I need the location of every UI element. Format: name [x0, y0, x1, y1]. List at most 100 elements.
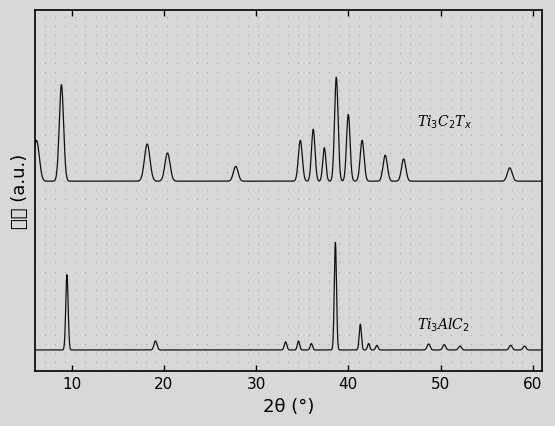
- Point: [517, 42, 526, 49]
- Point: [71, 259, 80, 266]
- Point: [507, 115, 516, 121]
- Point: [60, 115, 69, 121]
- Point: [30, 232, 39, 239]
- Point: [355, 105, 364, 112]
- Point: [284, 214, 293, 221]
- Point: [375, 141, 384, 148]
- Point: [335, 160, 344, 167]
- Point: [203, 287, 211, 294]
- Point: [274, 132, 282, 139]
- Point: [101, 314, 110, 321]
- Point: [233, 359, 242, 366]
- Point: [30, 187, 39, 194]
- Point: [254, 332, 263, 339]
- Point: [193, 250, 201, 257]
- Point: [71, 223, 80, 230]
- Point: [243, 60, 252, 67]
- Point: [132, 96, 140, 103]
- Point: [487, 141, 496, 148]
- Point: [223, 60, 232, 67]
- Point: [314, 359, 323, 366]
- Point: [51, 305, 59, 311]
- Point: [213, 151, 222, 158]
- Point: [426, 124, 435, 130]
- Point: [243, 305, 252, 311]
- Point: [41, 287, 49, 294]
- Point: [406, 160, 415, 167]
- Point: [355, 368, 364, 375]
- Point: [41, 42, 49, 49]
- Point: [416, 368, 425, 375]
- Point: [538, 178, 547, 184]
- Point: [396, 24, 405, 31]
- Point: [51, 33, 59, 40]
- Point: [527, 196, 536, 203]
- Point: [517, 60, 526, 67]
- Point: [335, 124, 344, 130]
- Point: [71, 268, 80, 275]
- Point: [426, 241, 435, 248]
- Point: [517, 205, 526, 212]
- Point: [345, 14, 354, 21]
- Point: [142, 259, 151, 266]
- Point: [375, 332, 384, 339]
- Point: [183, 14, 191, 21]
- Point: [436, 42, 445, 49]
- Point: [152, 6, 161, 12]
- Point: [112, 105, 120, 112]
- Point: [517, 305, 526, 311]
- Point: [436, 187, 445, 194]
- Point: [538, 232, 547, 239]
- Point: [284, 78, 293, 85]
- Point: [172, 305, 181, 311]
- Point: [243, 178, 252, 184]
- Point: [132, 287, 140, 294]
- Point: [497, 250, 506, 257]
- Point: [497, 341, 506, 348]
- Point: [365, 14, 374, 21]
- Point: [193, 232, 201, 239]
- Point: [375, 278, 384, 285]
- Point: [396, 14, 405, 21]
- Point: [30, 196, 39, 203]
- Point: [132, 187, 140, 194]
- Point: [264, 78, 273, 85]
- Point: [81, 359, 90, 366]
- Point: [325, 250, 334, 257]
- Point: [91, 87, 100, 94]
- Point: [112, 178, 120, 184]
- Point: [375, 69, 384, 76]
- Point: [304, 314, 313, 321]
- Point: [355, 151, 364, 158]
- Point: [172, 287, 181, 294]
- Point: [507, 296, 516, 302]
- Point: [274, 296, 282, 302]
- Point: [172, 205, 181, 212]
- Point: [30, 241, 39, 248]
- Point: [396, 96, 405, 103]
- Point: [41, 6, 49, 12]
- Point: [132, 223, 140, 230]
- Point: [203, 151, 211, 158]
- Point: [477, 341, 486, 348]
- Point: [254, 169, 263, 176]
- Point: [446, 205, 455, 212]
- Point: [41, 332, 49, 339]
- Point: [152, 341, 161, 348]
- Point: [51, 87, 59, 94]
- Point: [193, 132, 201, 139]
- Point: [213, 205, 222, 212]
- Point: [355, 350, 364, 357]
- Point: [223, 368, 232, 375]
- Point: [274, 368, 282, 375]
- Point: [325, 278, 334, 285]
- Point: [365, 51, 374, 58]
- Point: [538, 214, 547, 221]
- Point: [213, 124, 222, 130]
- Point: [527, 187, 536, 194]
- Point: [365, 33, 374, 40]
- Point: [375, 24, 384, 31]
- Point: [487, 314, 496, 321]
- Point: [264, 359, 273, 366]
- Point: [30, 169, 39, 176]
